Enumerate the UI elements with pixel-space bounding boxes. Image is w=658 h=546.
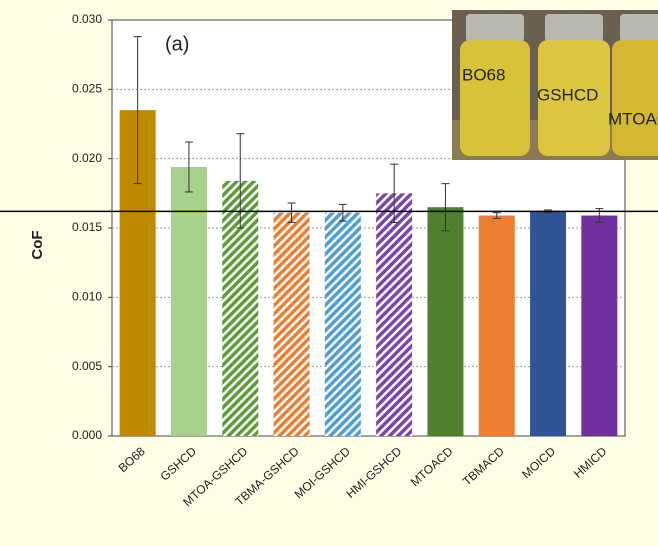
x-tick-label: MTOACD (408, 444, 456, 489)
inset-label: BO68 (462, 65, 505, 84)
page: {"chart_data": {"type": "bar", "annotati… (0, 0, 658, 546)
bar (427, 207, 463, 436)
x-tick-label: HMI-GSHCD (343, 444, 404, 501)
photo-inset: BO68 GSHCD MTOAC (452, 10, 658, 160)
bar (274, 213, 310, 436)
bar (171, 167, 207, 436)
x-tick-label: GSHCD (158, 444, 200, 484)
bar (581, 216, 617, 436)
x-tick-label: TBMACD (460, 444, 507, 489)
chart: (a) CoF 0.000 0.005 0.010 0.015 0.020 0.025 0.… (0, 0, 658, 546)
bottle-cap (466, 14, 524, 42)
inset-label: GSHCD (537, 85, 598, 104)
bar (325, 213, 361, 436)
y-tick-label: 0.020 (72, 151, 102, 165)
bottle-cap (620, 14, 658, 42)
bar (376, 193, 412, 436)
bar (479, 216, 515, 436)
bottle (612, 40, 658, 156)
y-tick-label: 0.005 (72, 359, 102, 373)
bar (530, 211, 566, 436)
y-tick-label: 0.000 (72, 428, 102, 442)
y-tick-label: 0.030 (72, 12, 102, 26)
inset-label: MTOAC (608, 109, 658, 128)
y-tick-label: 0.025 (72, 82, 102, 96)
x-tick-label: MOI-GSHCD (292, 444, 354, 501)
bottle (460, 40, 530, 156)
y-axis-label: CoF (29, 230, 46, 259)
x-tick-label: HMICD (571, 444, 610, 481)
panel-label: (a) (165, 33, 189, 55)
y-tick-label: 0.015 (72, 220, 102, 234)
x-tick-label: BO68 (116, 444, 148, 475)
x-tick-label: MOICD (519, 444, 558, 481)
bottle-cap (545, 14, 603, 42)
y-tick-label: 0.010 (72, 290, 102, 304)
